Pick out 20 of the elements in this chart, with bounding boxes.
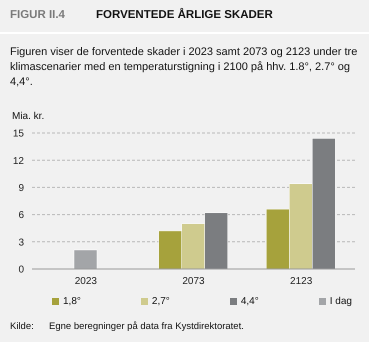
y-tick-label: 9 xyxy=(18,182,24,194)
legend-label: I dag xyxy=(328,296,352,307)
y-axis-title: Mia. kr. xyxy=(12,111,44,122)
x-tick-label: 2073 xyxy=(182,276,206,288)
y-tick-label: 15 xyxy=(12,128,24,140)
legend-label: 4,4° xyxy=(240,296,259,307)
y-tick-label: 6 xyxy=(18,210,24,222)
y-tick-label: 12 xyxy=(12,156,24,167)
x-tick-label: 2123 xyxy=(290,276,313,288)
chart-title: FORVENTEDE ÅRLIGE SKADER xyxy=(96,9,273,21)
legend-label: 2,7° xyxy=(150,296,170,307)
text: Egne beregninger på data fra Kystdirektoratet. xyxy=(49,321,244,332)
legend-label: 1,8° xyxy=(62,296,81,307)
y-tick-label: 3 xyxy=(18,237,24,248)
chart-subtitle: Figuren viser de forventede skader i 2023 samt 2073 og 2123 under tre klimascenarier med en temperaturstigning i 2100 på hhv. 1.8°, 2.7° og 4,4°. xyxy=(10,45,358,90)
x-tick-label: 2023 xyxy=(74,276,98,288)
bar xyxy=(74,250,98,269)
y-tick-label: 0 xyxy=(18,264,24,276)
text: Kilde: xyxy=(10,321,34,332)
text: FIGUR II.4 xyxy=(10,9,65,21)
